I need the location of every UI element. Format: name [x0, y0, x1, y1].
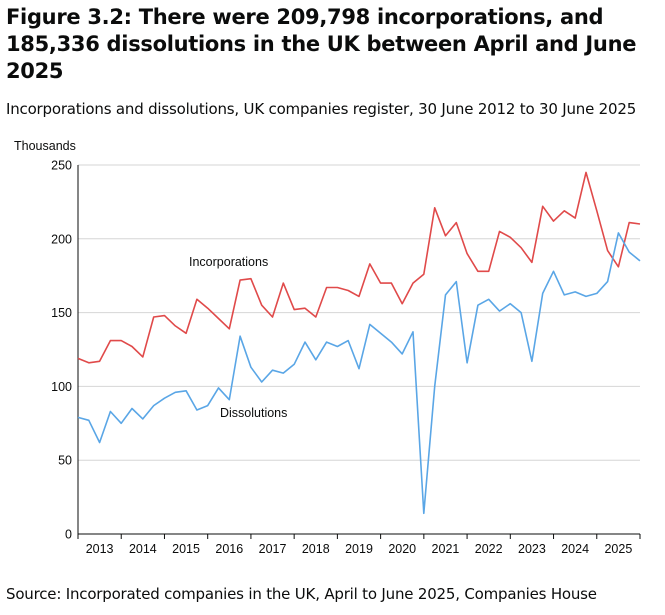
series-label-incorporations: Incorporations	[189, 255, 268, 269]
y-tick-label: 50	[58, 454, 72, 468]
x-axis: 2013 2014 2015 2016 2017 2018 2019 2020 2021 2022…	[77, 533, 641, 556]
y-tick-label: 0	[65, 528, 72, 542]
x-tick-label: 2024	[561, 542, 589, 556]
series-line-incorporations	[77, 171, 641, 364]
series-lines	[77, 171, 641, 515]
x-tick-label: 2017	[259, 542, 287, 556]
x-tick-label: 2020	[388, 542, 416, 556]
x-tick-label: 2014	[129, 542, 157, 556]
x-tick-label: 2018	[302, 542, 330, 556]
chart-title: Figure 3.2: There were 209,798 incorpora…	[6, 5, 637, 83]
x-tick-label: 2023	[518, 542, 546, 556]
x-tick-label: 2022	[475, 542, 503, 556]
gridlines	[78, 164, 640, 461]
y-tick-label: 100	[51, 380, 72, 394]
series-line-dissolutions	[77, 232, 641, 515]
y-axis: 0 50 100 150 200 250	[51, 159, 79, 542]
y-tick-label: 200	[51, 232, 72, 246]
line-chart: 0 50 100 150 200 250 2013 2014 2015 2016 2017 2018…	[14, 139, 641, 556]
chart-subtitle: Incorporations and dissolutions, UK comp…	[6, 100, 637, 118]
x-tick-label: 2025	[604, 542, 632, 556]
y-tick-label: 150	[51, 306, 72, 320]
x-tick-label: 2016	[215, 542, 243, 556]
series-label-dissolutions: Dissolutions	[220, 406, 287, 420]
y-tick-label: 250	[51, 159, 72, 173]
x-tick-label: 2013	[86, 542, 114, 556]
x-tick-label: 2021	[432, 542, 460, 556]
x-tick-label: 2019	[345, 542, 373, 556]
y-axis-unit-label: Thousands	[14, 139, 76, 153]
x-tick-label: 2015	[172, 542, 200, 556]
source-note: Source: Incorporated companies in the UK…	[6, 585, 597, 603]
